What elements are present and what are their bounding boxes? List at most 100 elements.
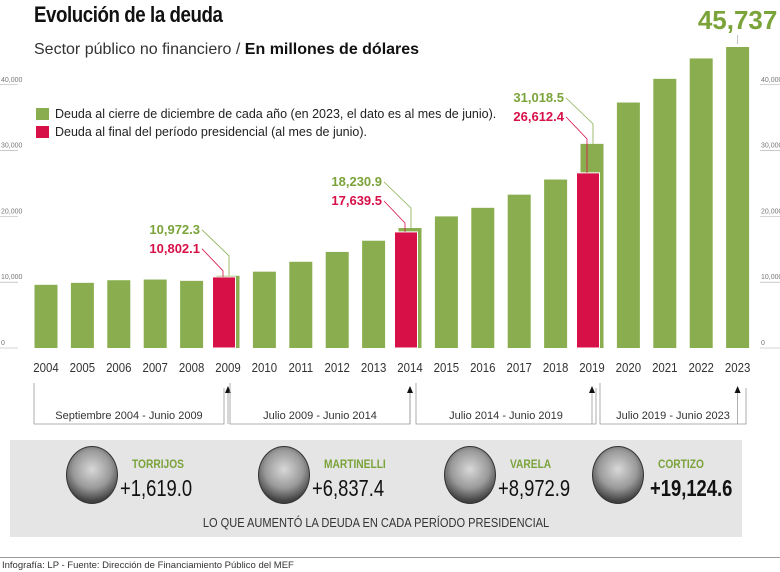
period-end-bar-2019: [576, 172, 600, 349]
debt-increase-value: +8,972.9: [498, 475, 571, 501]
subtitle-bold: En millones de dólares: [244, 41, 420, 58]
debt-increase-value: +19,124.6: [650, 475, 733, 501]
x-tick-label: 2021: [652, 360, 678, 375]
x-tick-label: 2018: [543, 360, 569, 375]
chart-title: Evolución de la deuda: [34, 2, 223, 27]
y-tick-label-left: 40,000: [1, 77, 23, 84]
x-tick-label: 2008: [179, 360, 205, 375]
bar-2016: [471, 207, 495, 348]
x-tick-label: 2007: [142, 360, 168, 375]
legend-label: Deuda al final del período presidencial …: [55, 125, 367, 139]
period-end-bar-2014: [394, 231, 418, 349]
period-label: Julio 2014 - Junio 2019: [449, 410, 563, 422]
x-tick-label: 2020: [616, 360, 642, 375]
annotation-red-value: 10,802.1: [149, 241, 200, 256]
leader-line-green: [565, 97, 594, 144]
leader-line-green: [201, 229, 230, 276]
bar-2012: [325, 251, 349, 348]
subtitle-light: Sector público no financiero /: [34, 41, 245, 58]
period-bracket: [599, 383, 747, 425]
leader-line-red: [201, 248, 224, 277]
arrow-up-icon: [589, 386, 595, 393]
presidents-panel: TORRIJOS +1,619.0 MARTINELLI +6,837.4 VA…: [10, 440, 742, 537]
chart-subtitle: Sector público no financiero / En millon…: [34, 41, 419, 59]
x-tick-label: 2014: [397, 360, 423, 375]
legend-swatch-green: [36, 108, 49, 120]
portrait-avatar: [258, 446, 310, 504]
y-tick-label-right: 10,000: [761, 274, 780, 281]
legend-swatch-red: [36, 126, 49, 138]
bar-2011: [289, 261, 313, 348]
portrait-avatar: [66, 446, 118, 504]
legend-item-annual: Deuda al cierre de diciembre de cada año…: [36, 107, 496, 121]
bar-chart: 0 0 10,000 10,000 20,000 20,000 30,000 30,000 40…: [0, 5, 780, 425]
bar-2005: [70, 282, 94, 348]
period-bracket: [415, 383, 597, 425]
bar-2007: [143, 279, 167, 348]
y-tick-label-right: 20,000: [761, 208, 780, 215]
bar-2004: [34, 284, 58, 348]
leader-line-green: [383, 181, 412, 229]
x-tick-label: 2019: [579, 360, 605, 375]
bar-2021: [653, 78, 677, 349]
x-tick-label: 2011: [289, 360, 314, 375]
y-tick-label-right: 0: [761, 340, 765, 347]
x-tick-label: 2016: [470, 360, 496, 375]
leader-line-red: [383, 200, 406, 232]
president-name: MARTINELLI: [324, 457, 386, 471]
bar-2013: [362, 240, 386, 348]
panel-caption: LO QUE AUMENTÓ LA DEUDA EN CADA PERÍODO …: [202, 515, 550, 530]
period-label: Julio 2009 - Junio 2014: [263, 410, 377, 422]
x-tick-label: 2017: [506, 360, 532, 375]
bar-2020: [616, 102, 640, 348]
y-tick-label-right: 30,000: [761, 143, 780, 150]
bar-2023: [726, 47, 750, 348]
x-tick-label: 2022: [688, 360, 714, 375]
president-name: VARELA: [510, 457, 552, 471]
bar-2018: [544, 179, 568, 348]
president-name: CORTIZO: [658, 457, 704, 471]
arrow-up-icon: [734, 386, 741, 393]
annotation-total: 45,737: [698, 5, 778, 35]
bar-2008: [180, 280, 204, 348]
bar-2010: [252, 271, 276, 348]
annotation-red-value: 26,612.4: [513, 109, 564, 124]
arrow-up-icon: [225, 386, 231, 393]
period-bracket: [33, 383, 225, 425]
x-tick-label: 2006: [106, 360, 132, 375]
annotation-green-value: 31,018.5: [513, 90, 564, 105]
debt-increase-value: +6,837.4: [312, 475, 385, 501]
x-tick-label: 2015: [434, 360, 460, 375]
bar-2017: [507, 194, 531, 348]
x-tick-label: 2012: [324, 360, 350, 375]
portrait-avatar: [444, 446, 496, 504]
legend-item-period-end: Deuda al final del período presidencial …: [36, 125, 367, 139]
period-end-bar-2009: [212, 276, 236, 349]
x-tick-label: 2013: [361, 360, 387, 375]
annotation-green-value: 18,230.9: [331, 174, 382, 189]
annotation-red-value: 17,639.5: [331, 193, 382, 208]
footer-source: Infografía: LP - Fuente: Dirección de Fi…: [2, 560, 294, 571]
debt-increase-value: +1,619.0: [120, 475, 193, 501]
y-tick-label-left: 30,000: [1, 143, 23, 150]
x-tick-label: 2004: [33, 360, 59, 375]
y-tick-label-left: 10,000: [1, 274, 23, 281]
arrow-up-icon: [407, 386, 413, 393]
x-tick-label: 2005: [70, 360, 96, 375]
x-tick-label: 2023: [725, 360, 751, 375]
period-label: Septiembre 2004 - Junio 2009: [55, 410, 202, 422]
leader-line-red: [565, 116, 588, 173]
president-name: TORRIJOS: [132, 457, 184, 471]
legend-label: Deuda al cierre de diciembre de cada año…: [55, 107, 497, 121]
y-tick-label-right: 40,000: [761, 77, 780, 84]
x-tick-label: 2009: [215, 360, 241, 375]
y-tick-label-left: 20,000: [1, 208, 23, 215]
footer-divider: [0, 557, 780, 558]
x-tick-label: 2010: [252, 360, 278, 375]
bar-2015: [434, 216, 458, 348]
annotation-green-value: 10,972.3: [149, 222, 200, 237]
portrait-avatar: [592, 446, 644, 504]
period-label: Julio 2019 - Junio 2023: [616, 410, 730, 422]
bar-2022: [689, 58, 713, 348]
